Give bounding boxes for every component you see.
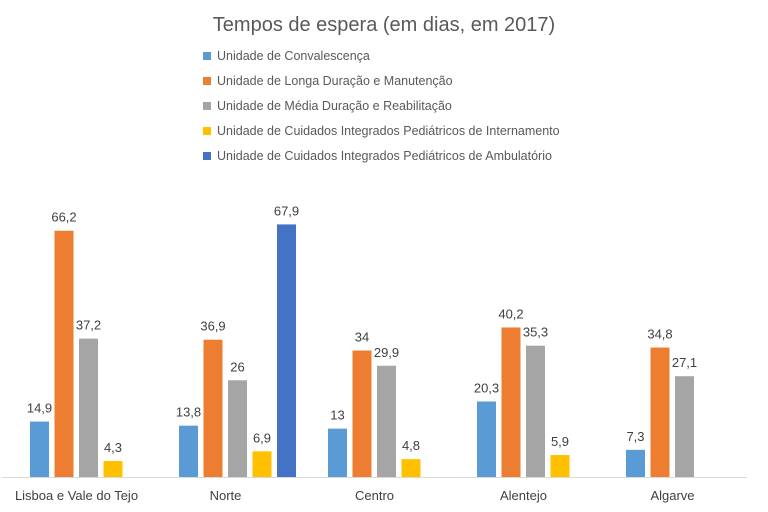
bar-5-2 (650, 347, 670, 477)
bar-3-2 (352, 350, 372, 477)
bar-4-2 (501, 327, 521, 477)
data-label-2-2: 36,9 (200, 319, 225, 334)
data-label-2-5: 67,9 (274, 203, 299, 218)
bar-4-4 (550, 455, 570, 477)
legend-swatch-3 (203, 102, 211, 110)
chart-bars (30, 224, 694, 477)
bar-5-1 (626, 449, 645, 477)
bar-2-5 (277, 224, 296, 477)
data-label-4-1: 20,3 (474, 380, 499, 395)
bar-1-4 (103, 461, 123, 477)
legend-swatch-1 (203, 52, 211, 60)
data-label-4-2: 40,2 (498, 306, 523, 321)
data-label-3-4: 4,8 (402, 438, 420, 453)
x-tick-label-5: Algarve (650, 488, 694, 503)
data-label-5-2: 34,8 (647, 327, 672, 342)
bar-3-4 (401, 459, 421, 477)
bar-4-1 (477, 401, 496, 477)
data-label-1-4: 4,3 (104, 440, 122, 455)
data-label-1-2: 66,2 (51, 210, 76, 225)
bar-5-3 (675, 376, 694, 477)
bar-2-4 (252, 451, 272, 477)
bar-3-3 (377, 365, 396, 477)
data-label-2-4: 6,9 (253, 430, 271, 445)
bar-1-1 (30, 421, 49, 477)
bar-2-1 (179, 425, 198, 477)
legend-label-4: Unidade de Cuidados Integrados Pediátric… (217, 124, 560, 138)
bar-1-3 (79, 338, 98, 477)
chart-title: Tempos de espera (em dias, em 2017) (213, 14, 555, 36)
data-label-3-3: 29,9 (374, 345, 399, 360)
data-label-5-1: 7,3 (626, 429, 644, 444)
x-tick-label-4: Alentejo (500, 488, 547, 503)
data-label-5-3: 27,1 (672, 355, 697, 370)
bar-2-2 (203, 339, 223, 477)
chart-data-labels: 14,9 66,2 37,2 4,3 13,8 36,9 26 6,9 67,9 13 34 29,9… (27, 203, 697, 455)
data-label-1-1: 14,9 (27, 401, 52, 416)
bar-2-3 (228, 380, 247, 477)
x-tick-label-2: Norte (210, 488, 242, 503)
bar-1-2 (54, 230, 74, 477)
data-label-4-3: 35,3 (523, 325, 548, 340)
data-label-3-1: 13 (330, 408, 344, 423)
bar-3-1 (328, 428, 347, 477)
data-label-2-1: 13,8 (176, 405, 201, 420)
x-axis-tick-labels: Lisboa e Vale do Tejo Norte Centro Alentejo… (15, 488, 695, 503)
data-label-2-3: 26 (230, 359, 244, 374)
x-tick-label-1: Lisboa e Vale do Tejo (15, 488, 138, 503)
legend-label-3: Unidade de Média Duração e Reabilitação (217, 99, 452, 113)
x-tick-label-3: Centro (355, 488, 394, 503)
data-label-1-3: 37,2 (76, 318, 101, 333)
legend-swatch-4 (203, 127, 211, 135)
legend-swatch-5 (203, 152, 211, 160)
data-label-3-2: 34 (355, 330, 369, 345)
chart-legend: Unidade de Convalescença Unidade de Longa… (203, 49, 560, 163)
legend-label-5: Unidade de Cuidados Integrados Pediátric… (217, 149, 552, 163)
legend-label-1: Unidade de Convalescença (217, 49, 370, 63)
legend-swatch-2 (203, 77, 211, 85)
legend-label-2: Unidade de Longa Duração e Manutenção (217, 74, 453, 88)
bar-4-3 (526, 345, 545, 477)
data-label-4-4: 5,9 (551, 434, 569, 449)
